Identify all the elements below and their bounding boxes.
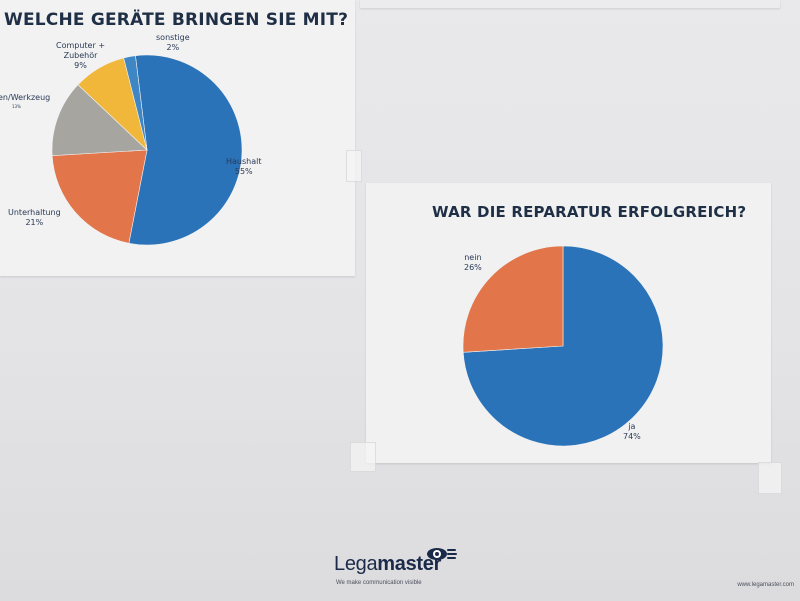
label-nein: nein 26% <box>464 253 482 273</box>
label-unterhaltung-name: Unterhaltung <box>8 208 61 217</box>
label-werkzeug: en/Werkzeug 13% <box>0 93 50 111</box>
pie-slice-haushalt <box>128 54 243 246</box>
brand-tagline: We make communication visible <box>336 580 422 586</box>
pie-slice-nein <box>462 245 564 353</box>
label-ja-pct: 74% <box>623 432 641 441</box>
pie-slice-unterhaltung <box>51 149 148 244</box>
label-ja: ja 74% <box>623 422 641 442</box>
label-computer-pct: 9% <box>74 61 87 70</box>
label-computer: Computer + Zubehör 9% <box>56 41 105 71</box>
eye-hand-icon <box>427 548 457 560</box>
chart-title-repair: WAR DIE REPARATUR ERFOLGREICH? <box>432 203 747 221</box>
label-unterhaltung-pct: 21% <box>25 218 44 227</box>
brand-bold: master <box>377 553 442 575</box>
tape-piece <box>758 462 782 494</box>
label-computer-name: Computer + <box>56 41 106 50</box>
pie-chart-devices <box>51 54 243 246</box>
chart-title-devices: WELCHE GERÄTE BRINGEN SIE MIT? <box>4 10 349 30</box>
label-haushalt: Haushalt 55% <box>226 157 262 177</box>
label-sonstige-name: sonstige <box>156 33 190 42</box>
brand-url: www.legamaster.com <box>737 582 794 588</box>
pie-slice-sonstige <box>123 55 148 151</box>
pie-slice-werkzeug <box>51 84 148 156</box>
brand-logo-text: Legamaster <box>334 553 441 576</box>
whiteboard-footer <box>0 540 800 601</box>
label-nein-pct: 26% <box>464 263 482 272</box>
brand-light: Lega <box>334 553 378 575</box>
top-sheet-edge <box>360 0 780 8</box>
label-haushalt-pct: 55% <box>234 167 253 176</box>
label-nein-name: nein <box>464 253 482 262</box>
label-haushalt-name: Haushalt <box>226 157 262 166</box>
poster-devices: WELCHE GERÄTE BRINGEN SIE MIT? Haushalt … <box>0 0 355 276</box>
poster-repair: WAR DIE REPARATUR ERFOLGREICH? nein 26% … <box>366 183 771 463</box>
label-werkzeug-pct: 13% <box>12 104 21 109</box>
label-ja-name: ja <box>628 422 636 431</box>
pie-chart-repair <box>462 245 664 447</box>
label-computer-name2: Zubehör <box>63 51 98 60</box>
label-werkzeug-name: en/Werkzeug <box>0 93 51 102</box>
tape-piece <box>350 442 376 472</box>
label-sonstige-pct: 2% <box>166 43 180 52</box>
label-unterhaltung: Unterhaltung 21% <box>8 208 61 228</box>
tape-piece <box>346 150 362 182</box>
label-sonstige: sonstige 2% <box>156 33 190 53</box>
